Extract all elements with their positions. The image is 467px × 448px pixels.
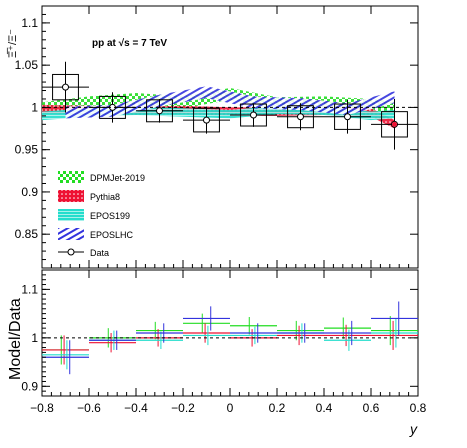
data-point [250,111,257,119]
legend-swatch-eposlhc [58,228,84,240]
legend-swatch-epos [58,209,84,221]
top-y-axis-label: Ξ̅⁺/Ξ⁻ [7,29,19,58]
x-tick-label: 0.2 [269,401,286,415]
band-eposlhc [65,86,395,119]
bottom-axes: 0.9 1 1.1 −0.8 −0.6 −0.4 −0.2 0 0.2 0.4 0.6 0.8 [21,270,427,415]
top-y-tick-label: 1.1 [21,16,38,30]
legend-swatch-dpmjet [58,171,84,183]
legend: DPMJet-2019 Pythia8 EPOS199 EPOSLHC Data [58,171,145,258]
x-tick-label: −0.8 [30,401,54,415]
x-tick-label: 0.8 [410,401,427,415]
energy-annotation: pp at √s = 7 TeV [92,38,167,49]
bottom-y-tick-label: 1.1 [21,282,38,296]
legend-label-data: Data [90,248,109,258]
x-axis-label: y [409,421,418,437]
top-y-tick-label: 0.85 [15,227,39,241]
x-tick-label: −0.4 [124,401,148,415]
svg-text:Ξ̅⁺/Ξ⁻: Ξ̅⁺/Ξ⁻ [7,29,19,58]
bottom-y-axis-label: Model/Data [7,298,24,380]
data-point [156,107,163,115]
data-point [203,116,210,124]
top-y-tick-label: 1 [31,100,38,114]
legend-data-marker [67,248,75,256]
bottom-y-tick-label: 1 [31,331,38,345]
top-axes: 0.85 0.9 0.95 1 1.05 1.1 [15,6,419,268]
top-y-tick-label: 1.05 [15,58,39,72]
legend-label-pythia: Pythia8 [90,192,120,202]
top-y-tick-label: 0.9 [21,185,38,199]
pythia-marker [392,121,397,127]
x-tick-label: 0.6 [363,401,380,415]
bottom-y-tick-label: 0.9 [21,379,38,393]
top-y-tick-label: 0.95 [15,143,39,157]
svg-text:Model/Data: Model/Data [7,298,24,380]
legend-swatch-pythia [58,190,84,202]
legend-label-eposlhc: EPOSLHC [90,230,134,240]
x-tick-label: 0 [227,401,234,415]
data-point [297,113,304,121]
x-tick-label: 0.4 [316,401,333,415]
legend-label-epos: EPOS199 [90,211,130,221]
x-tick-label: −0.2 [171,401,195,415]
legend-label-dpmjet: DPMJet-2019 [90,173,145,183]
x-tick-label: −0.6 [77,401,101,415]
data-point [62,83,69,91]
data-point [344,113,351,121]
